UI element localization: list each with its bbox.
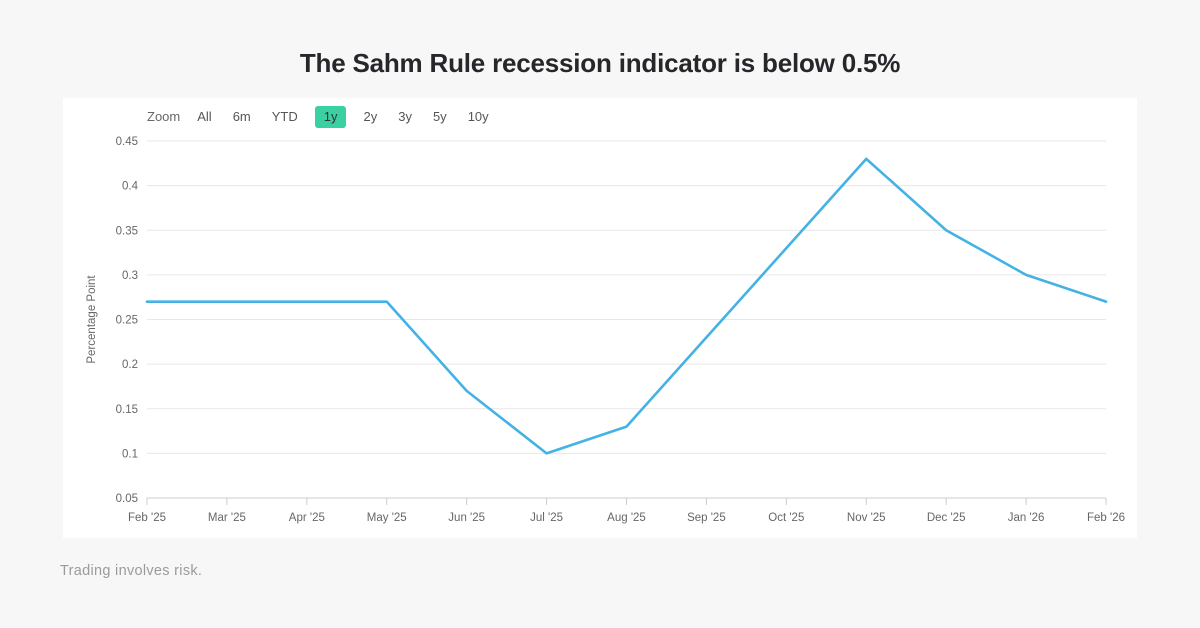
- series-line-sahm-rule[interactable]: [145, 157, 1108, 455]
- footer-disclaimer: Trading involves risk.: [60, 563, 203, 579]
- page-title: The Sahm Rule recession indicator is bel…: [299, 48, 901, 78]
- y-axis-label: 0.1: [122, 448, 138, 460]
- zoom-label: Zoom: [147, 109, 181, 125]
- range-button-3y[interactable]: 3y: [398, 109, 412, 124]
- y-axis-label: 0.2: [122, 359, 138, 371]
- x-axis-label: Jul '25: [530, 512, 563, 524]
- x-axis-label: Nov '25: [847, 512, 886, 524]
- chart-panel: Zoom All 6m YTD 1y 2y 3y 5y 10y 0.45 0.4 0.35 0.3 0…: [63, 98, 1137, 538]
- range-button-2y[interactable]: 2y: [363, 109, 378, 124]
- range-toolbar: Zoom All 6m YTD 1y 2y 3y 5y 10y: [147, 106, 493, 128]
- y-axis-title: Percentage Point: [86, 275, 98, 364]
- y-axis-label: 0.45: [116, 136, 138, 148]
- x-axis-label: May '25: [367, 512, 407, 524]
- y-axis-label: 0.15: [116, 404, 138, 416]
- range-button-5y[interactable]: 5y: [432, 109, 447, 124]
- y-axis-label: 0.35: [116, 225, 138, 237]
- y-axis-label: 0.25: [116, 315, 138, 327]
- range-button-10y[interactable]: 10y: [467, 109, 489, 124]
- range-button-1y[interactable]: 1y: [314, 106, 347, 128]
- x-axis-label: Oct '25: [768, 512, 804, 524]
- range-button-6m[interactable]: 6m: [232, 109, 251, 124]
- y-axis-label: 0.05: [116, 493, 138, 505]
- x-axis-label: Aug '25: [607, 512, 646, 524]
- y-axis-label: 0.4: [122, 181, 139, 193]
- range-button-ytd[interactable]: YTD: [271, 109, 298, 124]
- y-axis-label: 0.3: [122, 270, 138, 282]
- x-axis-label: Apr '25: [289, 512, 325, 524]
- x-axis-label: Feb '26: [1087, 512, 1125, 524]
- x-axis-label: Dec '25: [927, 512, 966, 524]
- x-axis-label: Sep '25: [687, 512, 726, 524]
- range-button-all[interactable]: All: [197, 109, 212, 124]
- x-axis-label: Jun '25: [448, 512, 485, 524]
- x-axis-label: Feb '25: [128, 512, 166, 524]
- chart-svg: 0.45 0.4 0.35 0.3 0.25 0.2 0.15 0.1 0.05 Feb '25 M…: [86, 136, 1125, 524]
- x-axis-label: Jan '26: [1008, 512, 1045, 524]
- x-axis-label: Mar '25: [208, 512, 246, 524]
